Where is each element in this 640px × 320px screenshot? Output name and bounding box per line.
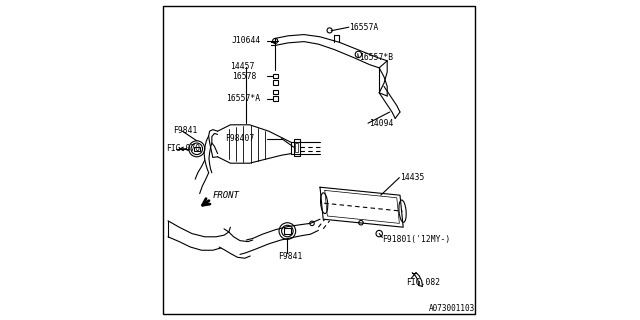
Text: 14457: 14457 [230, 62, 254, 71]
Bar [273, 74, 278, 78]
Text: FRONT: FRONT [212, 191, 239, 200]
Text: F9841: F9841 [278, 252, 303, 261]
Text: 16557A: 16557A [349, 23, 379, 32]
Text: F9841: F9841 [173, 126, 197, 135]
Bar [295, 143, 298, 152]
Text: F91801('12MY-): F91801('12MY-) [383, 235, 451, 244]
Text: F98407: F98407 [226, 134, 255, 143]
Text: J10644: J10644 [232, 36, 261, 45]
Text: 16557*B: 16557*B [359, 53, 393, 62]
Bar [294, 139, 300, 156]
Text: 14094: 14094 [369, 119, 393, 128]
Bar [273, 80, 278, 85]
Text: FIG.070: FIG.070 [166, 144, 200, 153]
Text: 14435: 14435 [400, 173, 424, 182]
Bar [273, 96, 278, 101]
Bar [284, 228, 291, 234]
Text: 16578: 16578 [232, 72, 257, 81]
Bar [194, 147, 200, 151]
Bar [273, 90, 278, 94]
Text: FIG.082: FIG.082 [406, 278, 440, 287]
Text: 16557*A: 16557*A [226, 94, 260, 103]
Text: A073001103: A073001103 [429, 304, 475, 313]
